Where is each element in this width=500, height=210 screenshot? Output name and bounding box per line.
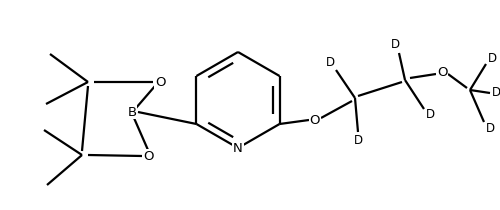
Text: D: D bbox=[492, 87, 500, 100]
Text: O: O bbox=[437, 66, 448, 79]
Text: B: B bbox=[128, 105, 136, 118]
Text: N: N bbox=[233, 142, 243, 155]
Text: D: D bbox=[390, 38, 400, 51]
Text: D: D bbox=[488, 51, 496, 64]
Text: D: D bbox=[354, 134, 362, 147]
Text: D: D bbox=[486, 122, 494, 134]
Text: D: D bbox=[426, 109, 434, 122]
Text: O: O bbox=[155, 76, 165, 88]
Text: O: O bbox=[310, 113, 320, 126]
Text: O: O bbox=[143, 150, 153, 163]
Text: D: D bbox=[326, 55, 334, 68]
